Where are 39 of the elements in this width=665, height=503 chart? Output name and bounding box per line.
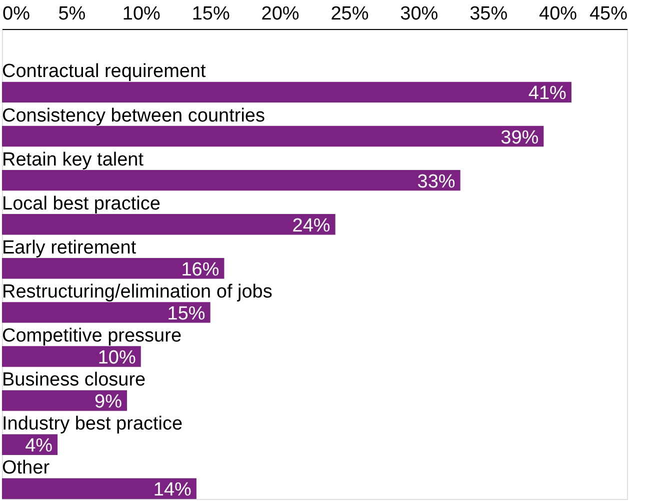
- y-tick-label: Restructuring/elimination of jobs: [2, 281, 272, 302]
- y-tick-label: Consistency between countries: [2, 105, 265, 126]
- x-tick-label: 0%: [2, 4, 30, 24]
- y-tick-label: Local best practice: [2, 193, 160, 214]
- x-tick-label: 35%: [470, 4, 508, 24]
- bar: [2, 82, 572, 103]
- x-tick-label: 5%: [58, 4, 86, 24]
- data-label: 41%: [528, 83, 567, 104]
- bar: [2, 126, 544, 147]
- x-tick-label: 20%: [261, 4, 300, 24]
- bar: [2, 302, 210, 323]
- data-label: 4%: [25, 436, 53, 457]
- y-tick-label: Contractual requirement: [2, 61, 207, 82]
- data-label: 14%: [153, 480, 192, 501]
- x-tick-label: 10%: [122, 4, 161, 24]
- bar: [2, 478, 196, 499]
- data-label: 24%: [292, 215, 330, 236]
- data-label: 39%: [500, 127, 539, 148]
- data-label: 15%: [167, 303, 206, 324]
- bar: [2, 170, 460, 191]
- x-tick-label: 40%: [539, 4, 578, 24]
- data-label: 10%: [98, 348, 136, 368]
- y-tick-label: Competitive pressure: [2, 326, 182, 346]
- data-label: 9%: [94, 392, 122, 413]
- x-tick-label: 15%: [192, 4, 230, 24]
- x-tick-label: 30%: [400, 4, 438, 24]
- bar: [2, 390, 127, 411]
- x-tick-label: 25%: [330, 4, 369, 24]
- bar: [2, 258, 224, 279]
- data-label: 33%: [417, 171, 456, 192]
- y-tick-label: Retain key talent: [2, 149, 144, 170]
- y-tick-label: Industry best practice: [2, 414, 183, 435]
- y-tick-label: Business closure: [2, 370, 146, 391]
- bar: [2, 214, 336, 235]
- x-tick-label: 45%: [589, 4, 628, 24]
- y-tick-label: Other: [2, 458, 50, 479]
- y-tick-label: Early retirement: [2, 237, 137, 258]
- bar: [2, 346, 141, 367]
- data-label: 16%: [181, 259, 220, 280]
